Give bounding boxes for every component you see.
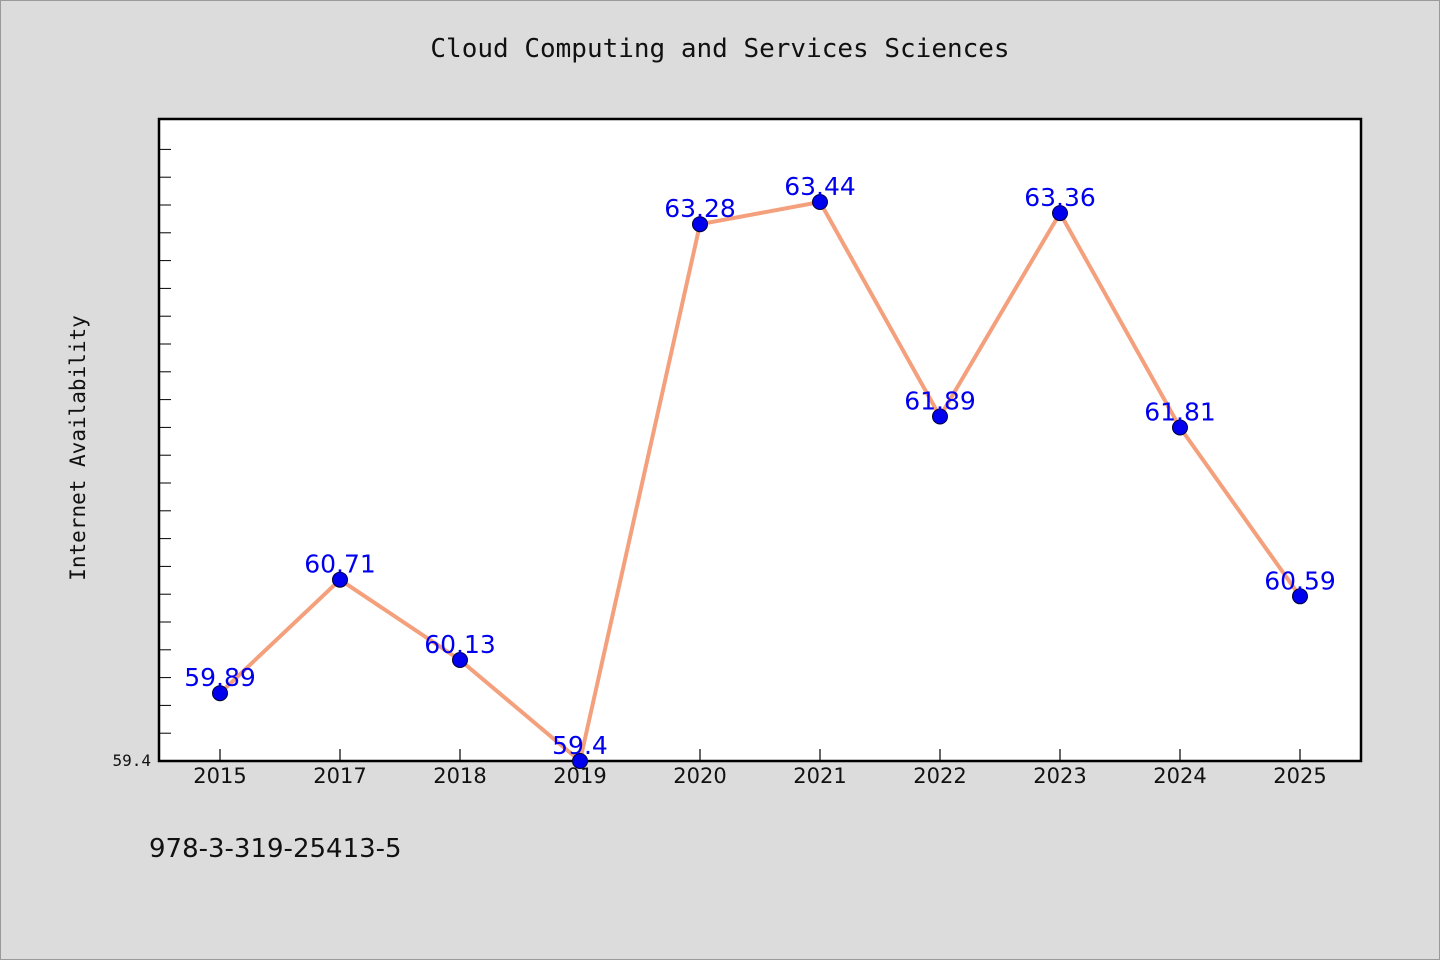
series-line	[218, 200, 1302, 763]
data-point	[1292, 588, 1308, 605]
y-axis-ticks	[159, 148, 171, 762]
x-tick-label: 2017	[313, 764, 366, 788]
footer-isbn: 978-3-319-25413-5	[149, 834, 402, 864]
y-tick-label: 59.4	[112, 751, 151, 770]
data-point	[692, 216, 708, 233]
data-label: 61.89	[904, 387, 976, 416]
data-point	[1052, 205, 1068, 222]
data-label: 60.71	[304, 550, 376, 579]
x-tick-label: 2020	[673, 764, 726, 788]
x-tick-label: 2022	[913, 764, 966, 788]
data-label: 63.28	[664, 194, 736, 223]
x-axis-ticks: 2015 2017 2018 2019 2020 2021 2022 2023 2024 2025	[193, 749, 1327, 788]
data-point	[452, 652, 468, 668]
data-label: 61.81	[1144, 398, 1216, 427]
data-points	[212, 194, 1308, 769]
data-label: 63.44	[784, 172, 856, 201]
x-tick-label: 2023	[1033, 764, 1086, 788]
x-tick-label: 2025	[1273, 764, 1326, 788]
data-point	[812, 194, 828, 210]
data-label: 60.13	[424, 630, 496, 659]
data-label: 60.59	[1264, 566, 1336, 595]
data-label: 63.36	[1024, 183, 1096, 212]
series-line-layer	[218, 200, 1302, 763]
data-labels: 59.89 60.71 60.13 59.4 63.28 63.44 61.89 63.36 6…	[184, 172, 1336, 760]
data-label: 59.4	[552, 731, 608, 760]
data-point	[212, 685, 228, 702]
x-tick-label: 2018	[433, 764, 486, 788]
x-tick-label: 2021	[793, 764, 846, 788]
x-tick-label: 2024	[1153, 764, 1206, 788]
plot-area	[157, 117, 1363, 763]
chart-title: Cloud Computing and Services Sciences	[430, 34, 1010, 64]
x-tick-label: 2015	[193, 764, 246, 788]
data-point	[932, 408, 948, 425]
data-label: 59.89	[184, 663, 256, 692]
data-point	[332, 571, 348, 588]
data-point	[1172, 419, 1188, 436]
data-point	[572, 753, 588, 769]
